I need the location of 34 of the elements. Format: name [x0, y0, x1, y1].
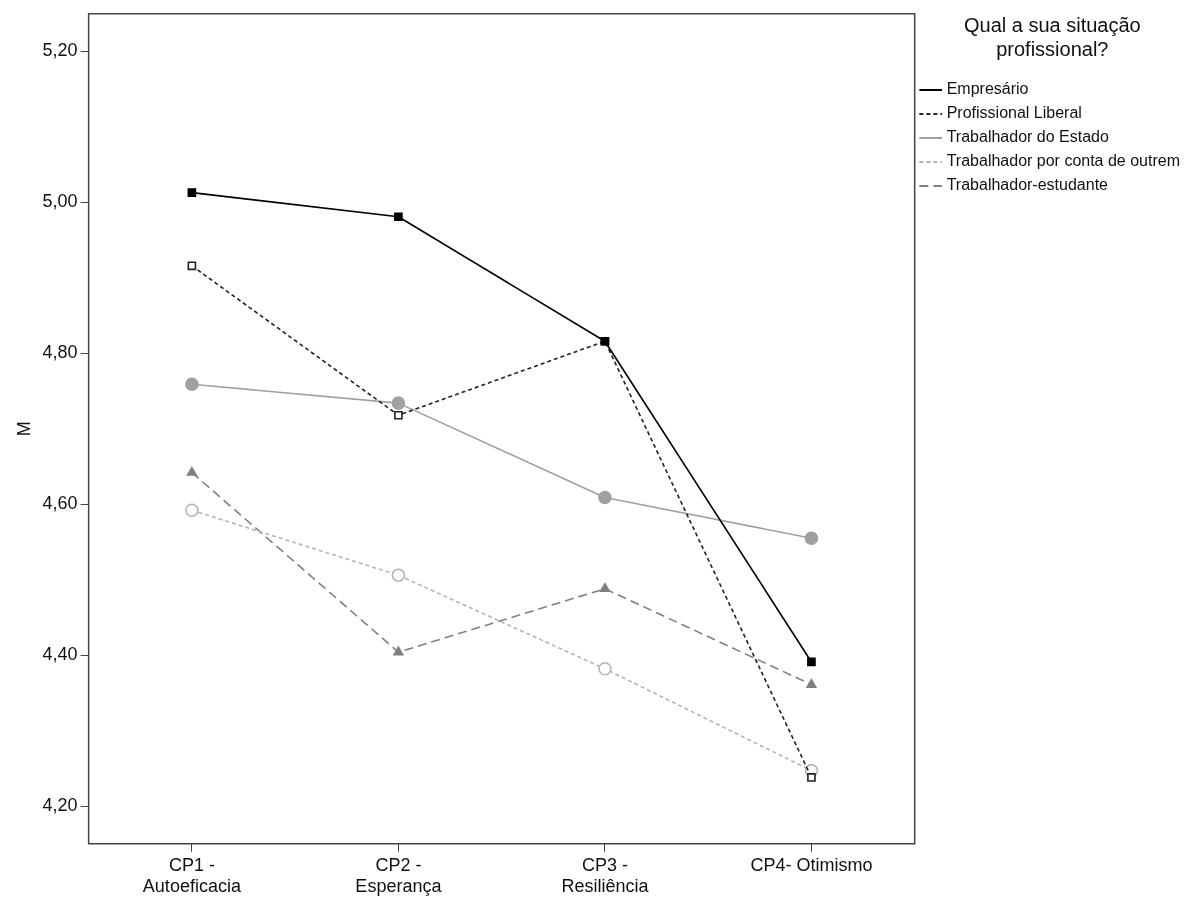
- x-tick-label: CP4- Otimismo: [750, 854, 873, 875]
- y-tick-label: 4,80: [42, 342, 78, 363]
- point: [599, 582, 611, 593]
- y-tick-label: 4,40: [42, 644, 78, 665]
- point: [598, 661, 612, 676]
- y-tick-label: 5,20: [42, 40, 78, 61]
- point: [185, 503, 199, 518]
- point: [186, 466, 198, 476]
- x-tick-label: CP3 - Resiliência: [561, 854, 650, 897]
- point: [391, 568, 406, 582]
- point: [187, 188, 197, 197]
- point: [393, 646, 404, 656]
- point: [807, 773, 816, 782]
- point: [394, 212, 403, 222]
- point: [598, 490, 612, 505]
- legend-label: Trabalhador por conta de outrem: [946, 152, 1181, 170]
- y-tick-label: 4,20: [42, 795, 78, 816]
- point: [394, 410, 403, 420]
- point: [806, 678, 817, 688]
- point: [187, 261, 197, 271]
- legend-title: Qual a sua situação profissional?: [963, 13, 1141, 60]
- x-tick-label: CP1 - Autoeficacia: [142, 854, 242, 897]
- point: [185, 377, 199, 392]
- y-tick-label: 5,00: [42, 191, 78, 212]
- legend-label: Trabalhador-estudante: [946, 176, 1109, 194]
- legend-label: Profissional Liberal: [946, 104, 1082, 122]
- legend-label: Empresário: [946, 80, 1029, 98]
- point: [804, 531, 819, 546]
- point: [807, 657, 816, 667]
- y-axis-title: M: [13, 421, 34, 437]
- point: [391, 396, 406, 410]
- y-tick-label: 4,60: [42, 493, 78, 514]
- legend-label: Trabalhador do Estado: [946, 128, 1109, 146]
- x-tick-label: CP2 - Esperança: [355, 854, 443, 897]
